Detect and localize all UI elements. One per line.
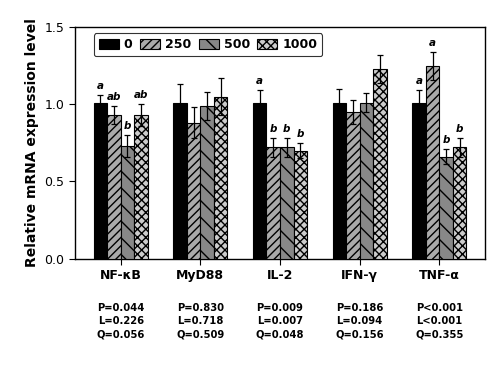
- Bar: [107, 115, 120, 259]
- Bar: [187, 123, 200, 259]
- Bar: [332, 103, 346, 259]
- Text: P=0.009
L=0.007
Q=0.048: P=0.009 L=0.007 Q=0.048: [256, 303, 304, 339]
- Y-axis label: Relative mRNA expression level: Relative mRNA expression level: [25, 19, 39, 267]
- Bar: [360, 103, 373, 259]
- Text: b: b: [270, 124, 277, 134]
- Text: P=0.044
L=0.226
Q=0.056: P=0.044 L=0.226 Q=0.056: [96, 303, 145, 339]
- Text: P<0.001
L<0.001
Q=0.355: P<0.001 L<0.001 Q=0.355: [415, 303, 464, 339]
- Bar: [346, 112, 360, 259]
- Bar: [174, 103, 187, 259]
- Bar: [134, 115, 148, 259]
- Bar: [253, 103, 266, 259]
- Text: P=0.830
L=0.718
Q=0.509: P=0.830 L=0.718 Q=0.509: [176, 303, 224, 339]
- Bar: [200, 106, 214, 259]
- Text: b: b: [456, 124, 464, 134]
- Bar: [453, 147, 466, 259]
- Bar: [94, 103, 107, 259]
- Text: ab: ab: [134, 90, 148, 100]
- Bar: [280, 147, 293, 259]
- Text: a: a: [256, 76, 263, 86]
- Text: a: a: [97, 81, 104, 91]
- Bar: [214, 96, 228, 259]
- Text: b: b: [296, 129, 304, 139]
- Text: b: b: [283, 124, 290, 134]
- Bar: [440, 157, 453, 259]
- Bar: [294, 151, 307, 259]
- Text: a: a: [416, 76, 422, 86]
- Bar: [120, 146, 134, 259]
- Legend: 0, 250, 500, 1000: 0, 250, 500, 1000: [94, 33, 322, 56]
- Bar: [412, 103, 426, 259]
- Text: b: b: [442, 135, 450, 145]
- Text: a: a: [429, 38, 436, 48]
- Bar: [266, 147, 280, 259]
- Text: P=0.186
L=0.094
Q=0.156: P=0.186 L=0.094 Q=0.156: [336, 303, 384, 339]
- Bar: [373, 69, 386, 259]
- Text: ab: ab: [107, 92, 121, 102]
- Bar: [426, 66, 440, 259]
- Text: b: b: [124, 121, 131, 131]
